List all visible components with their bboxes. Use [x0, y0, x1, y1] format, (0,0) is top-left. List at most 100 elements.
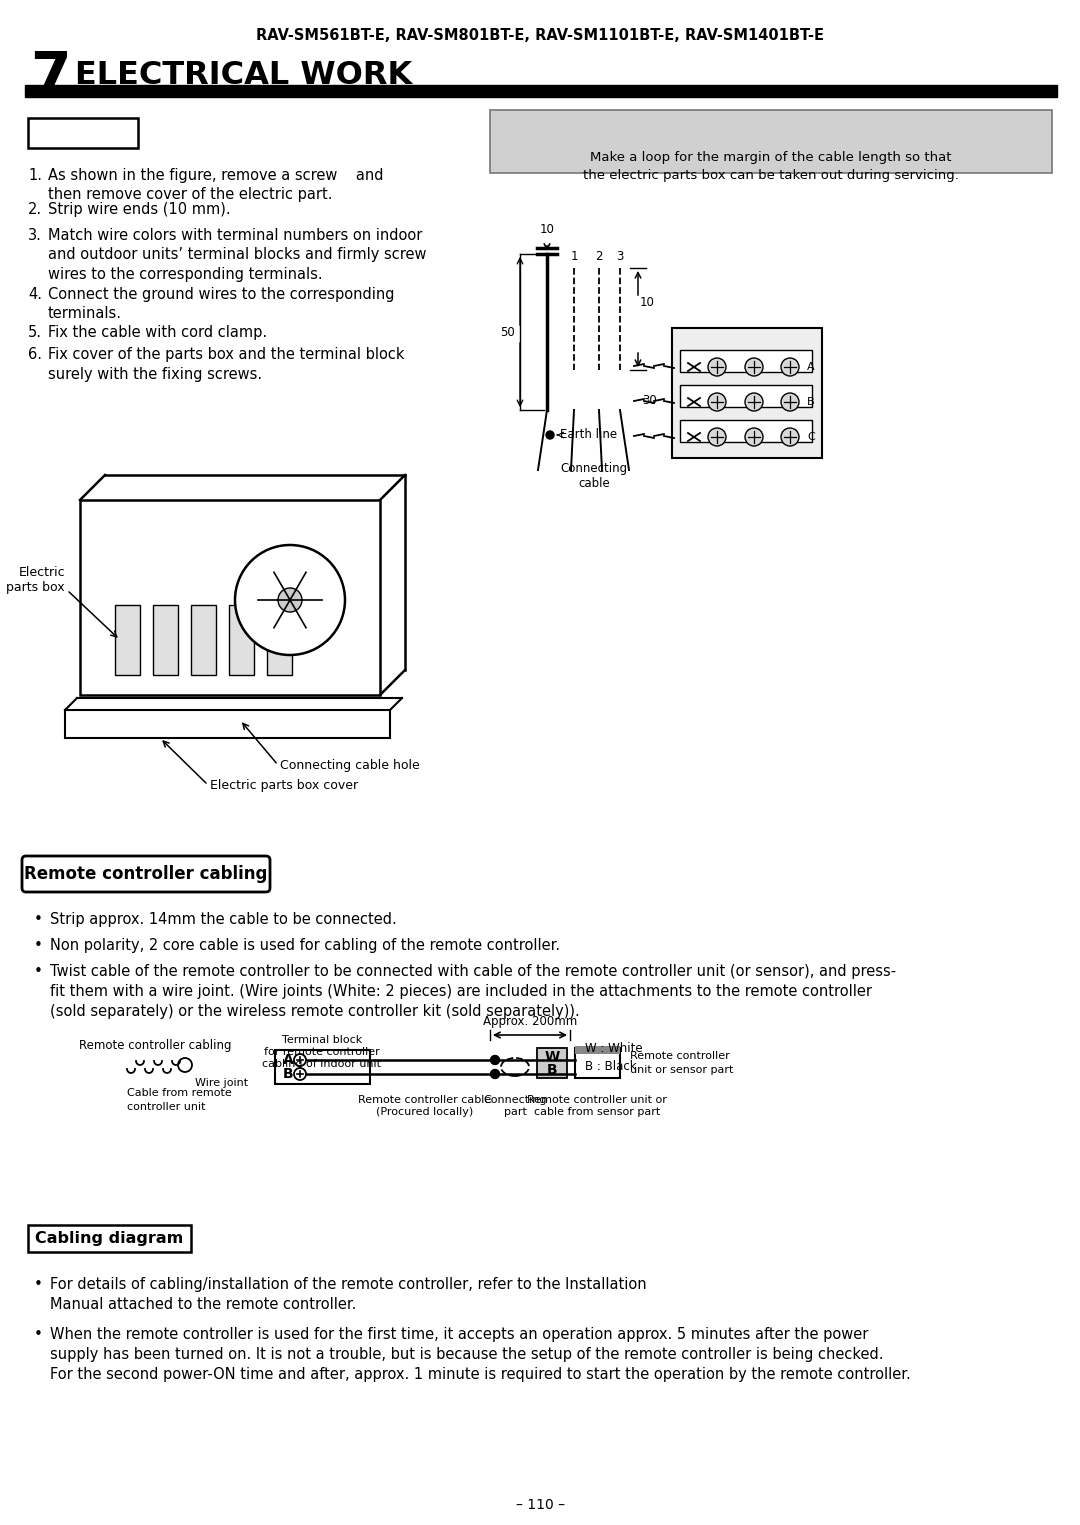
Text: Connecting cable hole: Connecting cable hole: [280, 758, 420, 772]
Text: When the remote controller is used for the first time, it accepts an operation a: When the remote controller is used for t…: [50, 1327, 868, 1342]
Ellipse shape: [501, 1058, 529, 1077]
Text: •: •: [33, 964, 43, 979]
Circle shape: [708, 358, 726, 377]
Circle shape: [490, 1055, 499, 1064]
Bar: [114, 605, 140, 676]
Text: cabling of indoor unit: cabling of indoor unit: [262, 1058, 381, 1069]
Text: 50: 50: [500, 325, 515, 339]
Text: surely with the fixing screws.: surely with the fixing screws.: [48, 366, 262, 381]
Text: and outdoor units’ terminal blocks and firmly screw: and outdoor units’ terminal blocks and f…: [48, 247, 427, 262]
Text: Cable from remote: Cable from remote: [127, 1087, 232, 1098]
Bar: [575, 1046, 620, 1054]
Bar: [267, 605, 292, 676]
Bar: [672, 328, 822, 458]
Text: B: B: [807, 396, 814, 407]
Text: •: •: [33, 1327, 43, 1342]
Circle shape: [781, 393, 799, 412]
Text: 6.: 6.: [28, 348, 42, 361]
Text: Match wire colors with terminal numbers on indoor: Match wire colors with terminal numbers …: [48, 229, 422, 242]
Text: Earth line: Earth line: [561, 429, 617, 442]
Text: •: •: [33, 912, 43, 927]
Text: Remote controller unit or
cable from sensor part: Remote controller unit or cable from sen…: [527, 1095, 667, 1116]
Bar: [28, 1225, 191, 1252]
Circle shape: [235, 544, 345, 656]
Bar: [229, 605, 254, 676]
Text: Remote controller cable
(Procured locally): Remote controller cable (Procured locall…: [359, 1095, 491, 1116]
Text: then remove cover of the electric part.: then remove cover of the electric part.: [48, 188, 333, 203]
Text: 3.: 3.: [28, 229, 42, 242]
Text: Wire joint: Wire joint: [195, 1078, 248, 1087]
Text: B: B: [546, 1063, 557, 1077]
Text: •: •: [33, 1276, 43, 1292]
Text: the electric parts box can be taken out during servicing.: the electric parts box can be taken out …: [583, 169, 959, 183]
Text: Remote controller
unit or sensor part: Remote controller unit or sensor part: [630, 1051, 733, 1075]
Text: For details of cabling/installation of the remote controller, refer to the Insta: For details of cabling/installation of t…: [50, 1276, 647, 1292]
Bar: [680, 384, 812, 407]
Bar: [28, 117, 138, 148]
Text: For the second power-ON time and after, approx. 1 minute is required to start th: For the second power-ON time and after, …: [50, 1366, 910, 1382]
Text: Electric parts box cover: Electric parts box cover: [210, 778, 359, 791]
Text: controller unit: controller unit: [127, 1103, 205, 1112]
Circle shape: [781, 429, 799, 445]
Bar: [153, 605, 178, 676]
Text: 5.: 5.: [28, 325, 42, 340]
Text: Remote controller cabling: Remote controller cabling: [79, 1039, 231, 1052]
Circle shape: [781, 358, 799, 377]
Text: 1.: 1.: [28, 168, 42, 183]
Text: 3: 3: [617, 250, 623, 262]
Text: 2.: 2.: [28, 201, 42, 217]
Text: Manual attached to the remote controller.: Manual attached to the remote controller…: [50, 1296, 356, 1312]
Text: C: C: [807, 432, 814, 442]
Bar: [80, 500, 380, 695]
Text: Strip wire ends (10 mm).: Strip wire ends (10 mm).: [48, 201, 231, 217]
Bar: [575, 1048, 620, 1078]
Text: Non polarity, 2 core cable is used for cabling of the remote controller.: Non polarity, 2 core cable is used for c…: [50, 938, 561, 953]
Text: (sold separately) or the wireless remote controller kit (sold separately)).: (sold separately) or the wireless remote…: [50, 1003, 580, 1019]
Circle shape: [294, 1054, 306, 1066]
Text: A: A: [807, 361, 814, 372]
Text: W : White
B : Black: W : White B : Black: [585, 1042, 643, 1074]
Text: Fix cover of the parts box and the terminal block: Fix cover of the parts box and the termi…: [48, 348, 405, 361]
Text: 10: 10: [540, 223, 554, 236]
Bar: [537, 1048, 567, 1078]
Text: Remote controller cabling: Remote controller cabling: [25, 865, 268, 883]
Circle shape: [745, 429, 762, 445]
Bar: [275, 1051, 370, 1084]
Text: Approx. 200mm: Approx. 200mm: [483, 1016, 577, 1028]
Circle shape: [178, 1058, 192, 1072]
Text: As shown in the figure, remove a screw    and: As shown in the figure, remove a screw a…: [48, 168, 383, 183]
Bar: [490, 110, 1052, 172]
Text: Strip approx. 14mm the cable to be connected.: Strip approx. 14mm the cable to be conne…: [50, 912, 396, 927]
Text: Connecting
cable: Connecting cable: [561, 462, 627, 490]
Text: Twist cable of the remote controller to be connected with cable of the remote co: Twist cable of the remote controller to …: [50, 964, 896, 979]
Text: 10: 10: [640, 296, 654, 310]
Text: Terminal block: Terminal block: [282, 1035, 362, 1045]
Text: Cabling: Cabling: [48, 124, 118, 142]
Bar: [65, 711, 390, 738]
Text: terminals.: terminals.: [48, 307, 122, 322]
Text: Cabling diagram: Cabling diagram: [35, 1231, 184, 1246]
Text: supply has been turned on. It is not a trouble, but is because the setup of the : supply has been turned on. It is not a t…: [50, 1347, 883, 1362]
Text: wires to the corresponding terminals.: wires to the corresponding terminals.: [48, 267, 323, 282]
Circle shape: [490, 1069, 499, 1078]
Circle shape: [708, 393, 726, 412]
Text: Electric
parts box: Electric parts box: [6, 566, 65, 595]
Text: 7: 7: [30, 49, 70, 107]
Bar: [191, 605, 216, 676]
Text: ELECTRICAL WORK: ELECTRICAL WORK: [75, 59, 413, 90]
Text: for remote controller: for remote controller: [265, 1048, 380, 1057]
Circle shape: [708, 429, 726, 445]
Text: – 110 –: – 110 –: [515, 1498, 565, 1511]
Text: Connecting
part: Connecting part: [483, 1095, 546, 1116]
Circle shape: [294, 1068, 306, 1080]
Text: B: B: [283, 1068, 294, 1081]
Text: 1: 1: [570, 250, 578, 262]
Text: Make a loop for the margin of the cable length so that: Make a loop for the margin of the cable …: [591, 151, 951, 165]
Text: 30: 30: [642, 393, 657, 407]
Text: W: W: [544, 1051, 559, 1064]
Bar: [25, 85, 1057, 98]
Circle shape: [278, 589, 302, 612]
Circle shape: [745, 358, 762, 377]
Text: •: •: [33, 938, 43, 953]
Text: Fix the cable with cord clamp.: Fix the cable with cord clamp.: [48, 325, 267, 340]
